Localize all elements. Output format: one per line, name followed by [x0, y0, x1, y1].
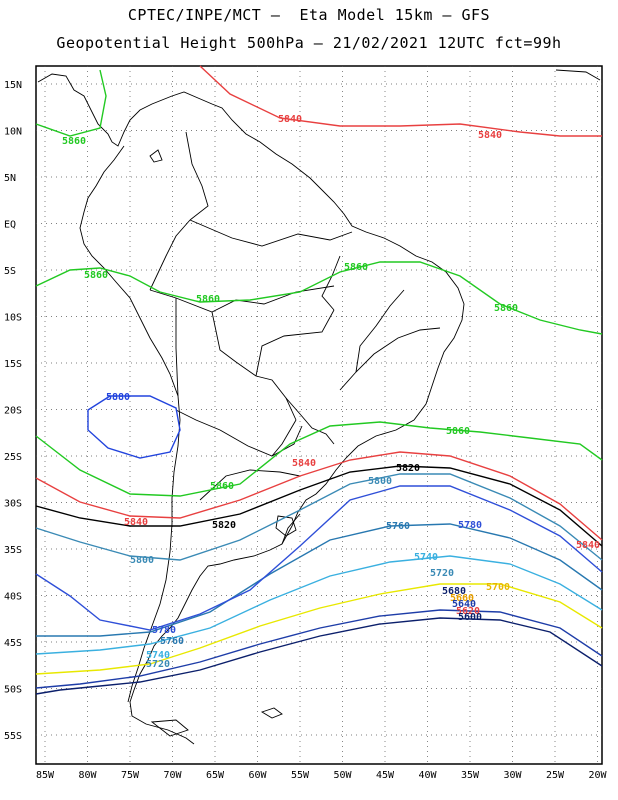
- label-5800-a: 5800: [368, 476, 392, 487]
- map-title-line2: Geopotential Height 500hPa – 21/02/2021 …: [56, 34, 562, 52]
- label-5740-a: 5740: [414, 552, 438, 563]
- label-5860-f: 5860: [446, 426, 470, 437]
- lon-label: 65W: [206, 770, 225, 781]
- label-5860-g: 5860: [210, 481, 234, 492]
- label-5860-b: 5860: [84, 270, 108, 281]
- label-5680-a: 5680: [442, 586, 466, 597]
- lat-label: 10S: [4, 313, 22, 324]
- lat-label: 30S: [4, 499, 22, 510]
- label-5820-b: 5820: [212, 520, 236, 531]
- lat-label: 15N: [4, 80, 22, 91]
- lon-label: 75W: [121, 770, 140, 781]
- label-5640: 5640: [452, 599, 476, 610]
- lon-label: 55W: [291, 770, 310, 781]
- lat-label: 5N: [4, 173, 16, 184]
- label-5840-a: 5840: [278, 114, 302, 125]
- lat-label: 55S: [4, 731, 22, 742]
- lon-label: 50W: [333, 770, 352, 781]
- contour-5800: [35, 473, 603, 561]
- label-5660: 5660: [450, 593, 474, 604]
- lon-label: 85W: [36, 770, 55, 781]
- label-5860-d: 5860: [196, 294, 220, 305]
- contour-5860-south: [35, 421, 603, 497]
- contour-5680: [35, 617, 603, 695]
- contour-5820: [35, 465, 603, 547]
- label-5840-e: 5840: [576, 540, 600, 551]
- label-5740-b: 5740: [146, 650, 170, 661]
- lon-label: 70W: [163, 770, 182, 781]
- lon-label: 40W: [418, 770, 437, 781]
- label-5780-b: 5780: [152, 625, 176, 636]
- label-5800-b: 5800: [130, 555, 154, 566]
- contour-5880: [87, 395, 181, 459]
- contour-5740: [35, 555, 603, 655]
- label-5860-a: 5860: [62, 136, 86, 147]
- lon-label: 30W: [503, 770, 522, 781]
- lat-label: 25S: [4, 452, 22, 463]
- lat-label: 45S: [4, 638, 22, 649]
- latitude-labels: 15N 10N 5N EQ 5S 10S 15S 20S 25S 30S 35S 40S 45S 50S 5…: [4, 80, 22, 742]
- contour-5860-north: [35, 261, 603, 335]
- label-5880: 5880: [106, 392, 130, 403]
- longitude-labels: 85W 80W 75W 70W 65W 60W 55W 50W 45W 40W 35W 30W 25W 2…: [36, 770, 608, 781]
- lon-label: 80W: [78, 770, 97, 781]
- lon-label: 45W: [376, 770, 395, 781]
- label-5840-b: 5840: [478, 130, 502, 141]
- lat-label: EQ: [4, 220, 16, 231]
- contour-5780: [35, 485, 603, 631]
- label-5760-a: 5760: [386, 521, 410, 532]
- label-5840-c: 5840: [292, 458, 316, 469]
- label-5700-a: 5700: [486, 582, 510, 593]
- lat-label: 50S: [4, 685, 22, 696]
- contour-5720: [35, 583, 603, 675]
- lon-label: 35W: [461, 770, 480, 781]
- lat-label: 35S: [4, 545, 22, 556]
- lat-label: 10N: [4, 127, 22, 138]
- contour-5760: [36, 523, 603, 637]
- contour-5840: [35, 451, 603, 541]
- label-5600: 5600: [458, 612, 482, 623]
- contour-5840-north: [199, 65, 602, 137]
- lat-label: 40S: [4, 592, 22, 603]
- label-5860-e: 5860: [494, 303, 518, 314]
- contour-labels: 5840 5840 5860 5860 5860 5860 5860 5880 …: [62, 114, 600, 670]
- label-5780-a: 5780: [458, 520, 482, 531]
- map-title-line1: CPTEC/INPE/MCT – Eta Model 15km – GFS: [127, 6, 491, 24]
- label-5760-b: 5760: [160, 636, 184, 647]
- lon-label: 25W: [546, 770, 565, 781]
- lat-label: 15S: [4, 359, 22, 370]
- label-5620: 5620: [456, 606, 480, 617]
- label-5720-b: 5720: [146, 659, 170, 670]
- contour-5860-carib: [35, 69, 107, 137]
- lat-label: 20S: [4, 406, 22, 417]
- lon-label: 60W: [248, 770, 267, 781]
- lat-label: 5S: [4, 266, 16, 277]
- lon-label: 20W: [588, 770, 607, 781]
- contours: [35, 65, 603, 695]
- plot-frame: [35, 65, 603, 765]
- label-5720-a: 5720: [430, 568, 454, 579]
- contour-5700: [35, 609, 603, 689]
- label-5840-d: 5840: [124, 517, 148, 528]
- label-5860-c: 5860: [344, 262, 368, 273]
- label-5820-a: 5820: [396, 463, 420, 474]
